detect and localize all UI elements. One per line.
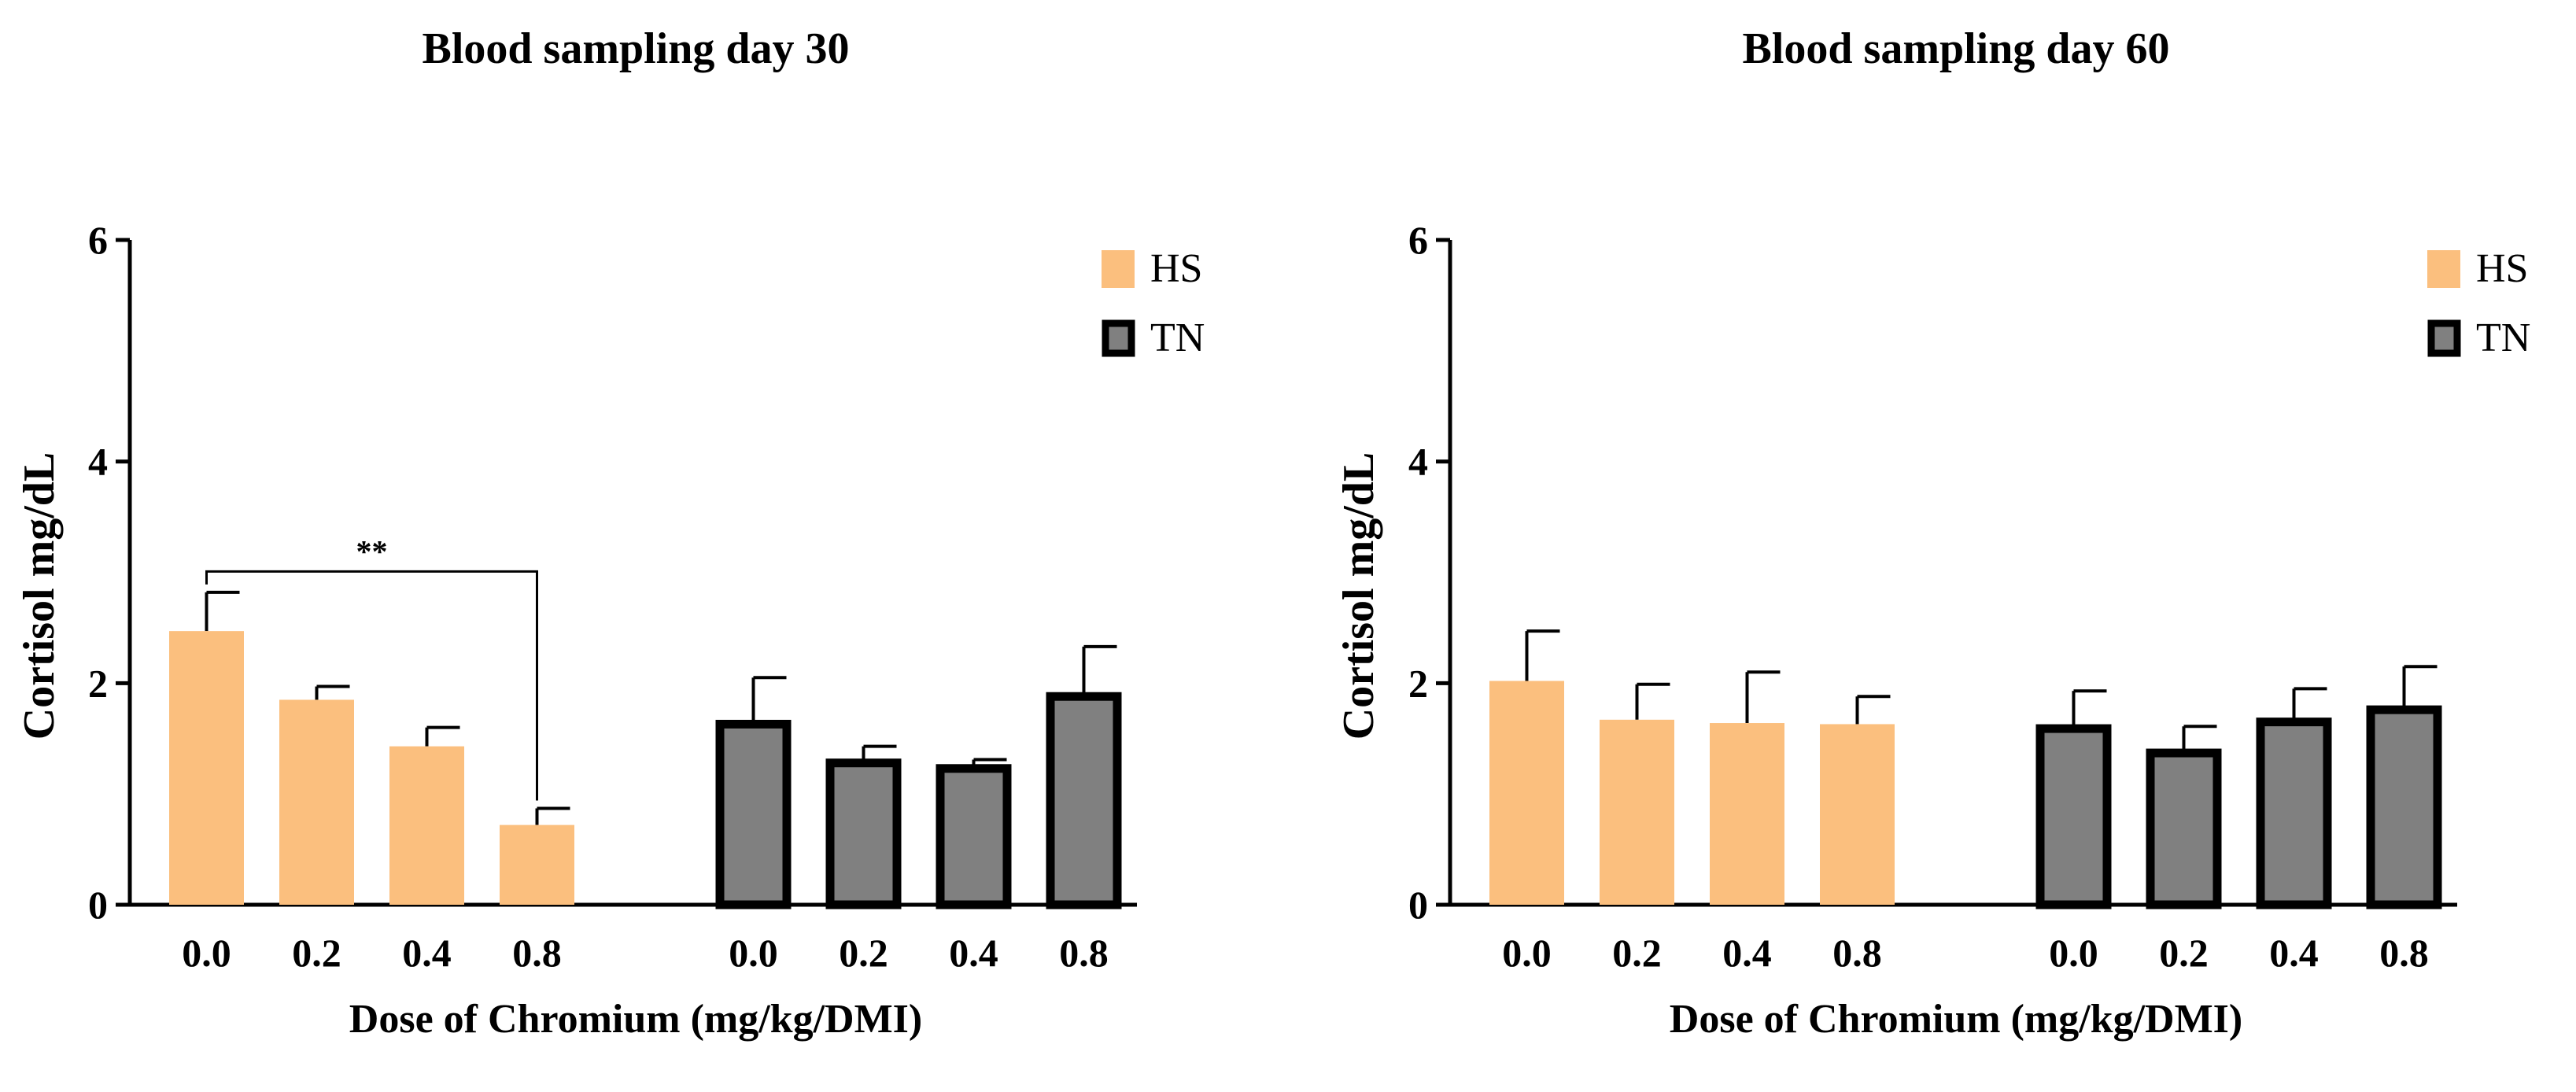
bar-hs-0.0 bbox=[169, 631, 244, 905]
bar-tn-0.0 bbox=[715, 719, 792, 909]
legend-swatch-tn bbox=[2427, 319, 2461, 357]
x-tick-label: 0.4 bbox=[2269, 931, 2319, 975]
bar-tn-0.8 bbox=[2366, 705, 2442, 909]
y-tick-label: 0 bbox=[1408, 883, 1428, 927]
x-tick-label: 0.0 bbox=[2049, 931, 2098, 975]
bar-hs-0.0 bbox=[1489, 681, 1564, 905]
x-tick-label: 0.8 bbox=[2379, 931, 2429, 975]
y-tick-label: 6 bbox=[88, 218, 108, 262]
bar-tn-0.4 bbox=[936, 764, 1012, 909]
chart-title: Blood sampling day 30 bbox=[422, 24, 849, 73]
x-tick-label: 0.4 bbox=[949, 931, 998, 975]
significance-bracket bbox=[205, 570, 538, 801]
significance-marker: ** bbox=[356, 533, 388, 569]
bar-tn-0.8 bbox=[1046, 692, 1122, 909]
x-tick-label: 0.8 bbox=[1059, 931, 1109, 975]
legend-swatch-hs bbox=[1102, 250, 1135, 288]
y-tick-label: 0 bbox=[88, 883, 108, 927]
bar-hs-0.4 bbox=[389, 746, 464, 905]
legend-label-tn: TN bbox=[1150, 315, 1205, 360]
y-tick-label: 4 bbox=[1408, 440, 1428, 484]
bar-hs-0.2 bbox=[1600, 719, 1674, 905]
bar-hs-0.8 bbox=[500, 825, 574, 905]
x-tick-label: 0.2 bbox=[292, 931, 341, 975]
chart-title: Blood sampling day 60 bbox=[1742, 24, 2169, 73]
bar-hs-0.4 bbox=[1710, 723, 1784, 905]
chart-panel-1: Blood sampling day 30 0 2 4 6 Cortisol mg/dL D… bbox=[15, 24, 1205, 1042]
x-tick-label: 0.2 bbox=[2159, 931, 2209, 975]
bar-tn-0.4 bbox=[2256, 718, 2332, 909]
x-tick-label: 0.2 bbox=[1612, 931, 1662, 975]
y-axis-label: Cortisol mg/dL bbox=[1334, 452, 1383, 740]
bar-hs-0.8 bbox=[1820, 724, 1895, 905]
x-tick-label: 0.4 bbox=[1722, 931, 1772, 975]
x-tick-label: 0.0 bbox=[182, 931, 231, 975]
chart-panel-2: Blood sampling day 60 0 2 4 6 Cortisol mg/dL D… bbox=[1334, 24, 2530, 1042]
x-tick-label: 0.0 bbox=[1502, 931, 1552, 975]
legend-label-hs: HS bbox=[1150, 246, 1202, 291]
bar-hs-0.2 bbox=[279, 699, 354, 905]
bar-tn-0.0 bbox=[2035, 724, 2112, 909]
bar-tn-0.2 bbox=[825, 758, 902, 909]
legend-swatch-hs bbox=[2427, 250, 2460, 288]
y-axis-label: Cortisol mg/dL bbox=[15, 452, 64, 740]
x-tick-label: 0.2 bbox=[839, 931, 888, 975]
x-tick-label: 0.8 bbox=[1832, 931, 1882, 975]
x-tick-label: 0.4 bbox=[402, 931, 452, 975]
legend-label-hs: HS bbox=[2476, 246, 2528, 291]
x-tick-label: 0.8 bbox=[512, 931, 562, 975]
y-tick-label: 2 bbox=[1408, 661, 1428, 705]
bar-tn-0.2 bbox=[2146, 748, 2222, 909]
x-tick-label: 0.0 bbox=[729, 931, 778, 975]
y-tick-label: 2 bbox=[88, 661, 108, 705]
y-tick-label: 4 bbox=[88, 440, 108, 484]
x-axis-label: Dose of Chromium (mg/kg/DMI) bbox=[1670, 997, 2242, 1042]
y-tick-label: 6 bbox=[1408, 218, 1428, 262]
legend-label-tn: TN bbox=[2476, 315, 2530, 360]
legend-swatch-tn bbox=[1102, 319, 1135, 357]
x-axis-label: Dose of Chromium (mg/kg/DMI) bbox=[349, 997, 922, 1042]
